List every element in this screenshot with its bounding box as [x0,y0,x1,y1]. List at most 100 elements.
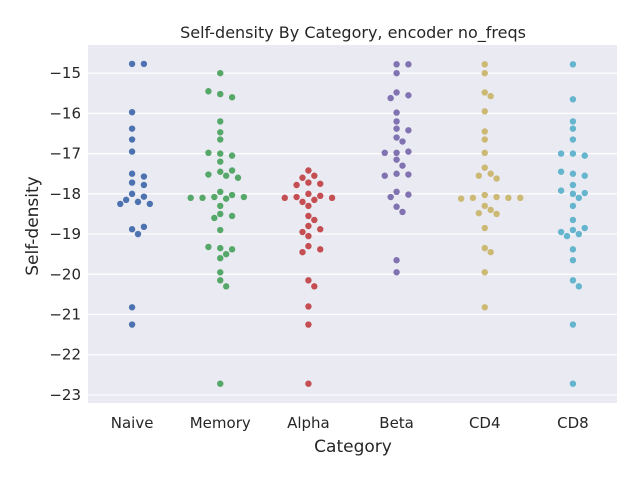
data-point [128,108,136,116]
data-point [222,250,230,258]
x-tick-label: Alpha [287,414,330,432]
data-point [581,172,588,179]
data-point [569,202,577,210]
data-point [222,195,230,202]
data-point [187,194,194,202]
data-point [481,89,488,96]
data-point [299,228,306,236]
data-point [469,194,477,202]
data-point [393,118,400,125]
data-point [575,194,583,202]
y-tick-label: −17 [49,145,81,163]
data-point [217,129,224,136]
y-tick-label: −15 [49,64,81,82]
data-point [199,194,206,202]
data-point [481,61,488,68]
data-point [128,136,136,143]
data-point [405,92,412,99]
data-point [569,190,577,198]
gridlines [88,72,617,396]
data-point [217,90,224,98]
data-point [569,170,577,177]
x-axis-label: Category [314,437,392,457]
data-point [557,150,565,157]
data-point [481,128,488,135]
data-point [299,174,306,181]
data-point [299,248,306,256]
data-point [217,188,224,196]
data-point [481,191,488,199]
data-point [569,380,577,387]
data-point [481,244,488,252]
data-point [405,127,412,134]
data-point [305,179,312,186]
y-tick-label: −20 [49,265,81,283]
data-point [140,181,148,189]
data-point [381,149,388,157]
data-point [557,187,565,194]
data-point [481,149,488,157]
data-point [481,224,488,232]
data-point [122,196,130,204]
plot-area [88,45,617,403]
data-point [581,152,588,159]
data-point [217,158,224,165]
data-point [128,304,136,311]
data-point [299,198,306,206]
data-point [222,283,230,290]
data-point [317,226,324,233]
data-point [328,194,336,202]
data-point [205,171,212,178]
data-point [217,254,224,262]
data-point [228,94,236,101]
data-point [305,167,312,174]
data-point [569,118,577,125]
data-point [293,181,300,189]
y-tick-label: −21 [49,306,81,324]
data-point [481,304,488,311]
data-point [217,210,224,218]
data-point [393,125,400,132]
data-point [305,190,312,198]
data-point [117,200,124,208]
data-point [393,134,400,141]
data-point [481,136,488,143]
data-point [305,277,312,284]
data-point [217,244,224,252]
data-point [405,61,412,68]
data-point [217,202,224,210]
data-point [493,210,500,218]
data-point [217,380,224,387]
data-point [569,96,577,103]
data-point [205,149,212,157]
data-point [305,232,312,240]
data-point [569,61,577,68]
data-point [305,321,312,328]
data-point [228,152,236,159]
data-point [487,206,494,214]
data-point [581,224,588,232]
y-tick-label: −23 [49,386,81,404]
data-point [393,89,400,96]
y-tick-labels: −15 −16 −17 −18 −19 −20 −21 −22 −23 [49,64,81,404]
data-point [311,172,318,179]
y-tick-label: −16 [49,104,81,122]
data-point [305,242,312,250]
data-point [393,188,400,196]
data-point [317,192,324,200]
data-point [387,94,394,102]
data-point [481,108,488,115]
data-point [493,193,500,201]
y-tick-label: −18 [49,185,81,203]
data-point [569,246,577,253]
data-point [475,172,483,179]
data-point [569,216,577,224]
data-point [305,222,312,230]
data-point [217,136,224,143]
chart-title: Self-density By Category, encoder no_fre… [180,23,526,43]
data-point [128,190,136,198]
data-point [569,321,577,328]
data-point [393,109,400,116]
data-point [305,212,312,220]
data-point [293,193,300,201]
